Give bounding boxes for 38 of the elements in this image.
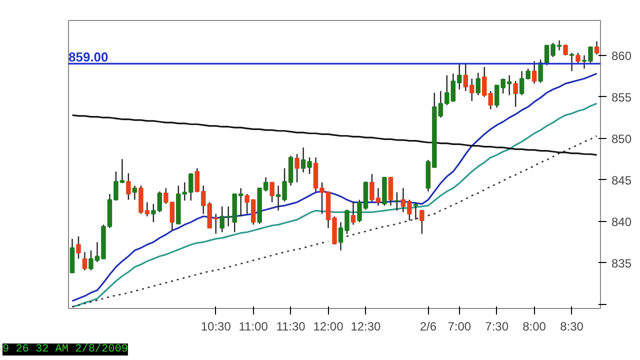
candlestick [132,185,138,200]
x-tick-label: 12:30 [350,320,382,334]
line-series [71,114,598,156]
candlestick [294,154,300,183]
candlestick [476,72,480,96]
y-tick-label: 835 [612,256,632,270]
candlestick [388,176,394,206]
candlestick [576,52,580,66]
y-tick-label: 850 [612,132,632,146]
line-series [71,72,598,302]
y-tick-label: 855 [612,90,632,104]
candlestick [76,236,81,260]
candlestick [513,80,518,108]
x-tick-label: 7:30 [485,320,509,334]
x-tick-label: 2/6 [420,320,437,334]
candlestick [532,60,537,84]
candlestick [82,251,88,271]
x-tick-label: 11:00 [238,320,268,334]
y-tick-label: 840 [612,214,632,229]
text: 9 26 32 AM 2/8/2009 [2,344,128,356]
candlestick [394,192,400,212]
candlestick [594,40,600,56]
x-tick-label: 8:00 [522,320,546,334]
x-tick-label: 11:30 [276,320,306,334]
x-tick-label: 10:30 [200,320,232,334]
candlestick [569,52,574,72]
x-tick-label: 8:30 [560,320,584,334]
x-tick-label: 12:00 [313,320,344,334]
x-tick-label: 7:00 [448,320,472,334]
y-tick-label: 860 [612,48,632,63]
y-tick-label: 845 [612,173,632,188]
ref-line-label: 859.00 [68,50,108,65]
candlestick [420,209,424,234]
candlestick [126,172,131,200]
line-series [71,102,598,308]
candlestick [350,200,356,226]
candlestick [563,44,568,56]
candlestick [270,182,274,203]
